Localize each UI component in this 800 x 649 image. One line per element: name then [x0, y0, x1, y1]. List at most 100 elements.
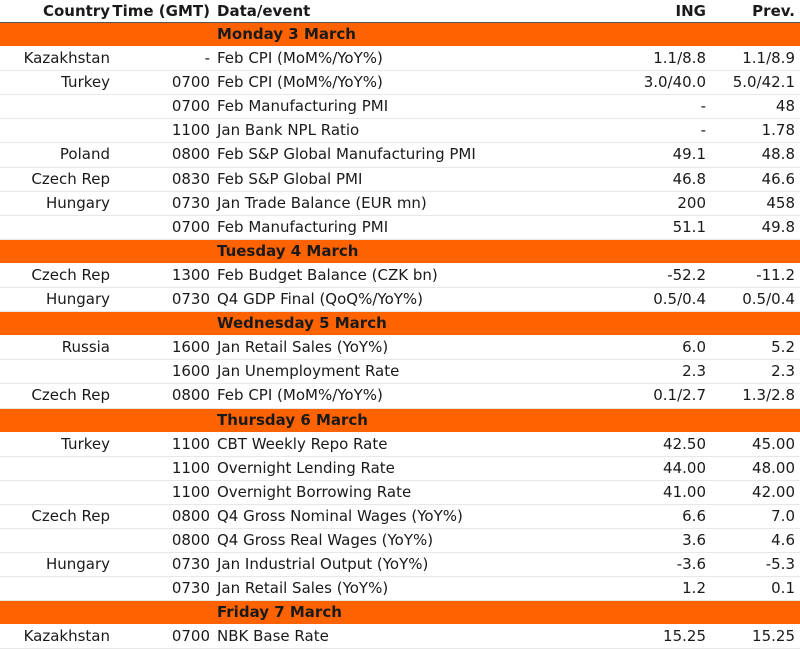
- previous-value-cell: -5.3: [765, 555, 795, 574]
- previous-value-cell: -11.2: [756, 265, 795, 284]
- time-cell: 1100: [171, 482, 210, 501]
- country-cell: Czech Rep: [31, 169, 110, 188]
- event-cell: Feb CPI (MoM%/YoY%): [217, 49, 383, 68]
- country-cell: Hungary: [45, 555, 110, 574]
- table-body: Monday 3 March Kazakhstan - Feb CPI (MoM%/Y…: [0, 23, 800, 649]
- event-cell: Feb CPI (MoM%/YoY%): [217, 386, 383, 405]
- table-row: Hungary 0730 Q4 GDP Final (QoQ%/YoY%) 0.5/0…: [0, 288, 800, 313]
- day-header-row: Thursday 6 March: [0, 408, 800, 433]
- table-row: 0700 Feb Manufacturing PMI 51.1 49.8: [0, 216, 800, 240]
- country-cell: Czech Rep: [31, 265, 110, 284]
- header-ing: ING: [675, 2, 706, 20]
- time-cell: 0730: [171, 290, 210, 309]
- previous-value-cell: 0.5/0.4: [742, 290, 795, 309]
- country-cell: Czech Rep: [31, 506, 110, 525]
- time-cell: 0800: [171, 506, 210, 525]
- day-label: Friday 7 March: [217, 603, 342, 622]
- event-cell: Feb Manufacturing PMI: [217, 97, 389, 116]
- header-time: Time (GMT): [112, 2, 210, 20]
- time-cell: 1600: [171, 362, 210, 381]
- time-cell: 1100: [171, 434, 210, 453]
- time-cell: 0800: [171, 145, 210, 164]
- header-event: Data/event: [217, 2, 311, 20]
- country-cell: Kazakhstan: [23, 627, 110, 646]
- event-cell: Q4 GDP Final (QoQ%/YoY%): [217, 290, 424, 309]
- time-cell: 0830: [171, 169, 210, 188]
- day-header-row: Wednesday 5 March: [0, 312, 800, 337]
- event-cell: Jan Unemployment Rate: [217, 362, 400, 381]
- previous-value-cell: 48.8: [761, 145, 795, 164]
- previous-value-cell: 1.3/2.8: [742, 386, 795, 405]
- ing-forecast-cell: 0.5/0.4: [653, 290, 706, 309]
- table-row: Russia 1600 Jan Retail Sales (YoY%) 6.0 5.2: [0, 336, 800, 361]
- table-row: Hungary 0730 Jan Trade Balance (EUR mn) 200…: [0, 192, 800, 216]
- previous-value-cell: 458: [766, 193, 795, 212]
- country-cell: Hungary: [45, 290, 110, 309]
- country-cell: Czech Rep: [31, 386, 110, 405]
- time-cell: 1600: [171, 338, 210, 357]
- ing-forecast-cell: 2.3: [682, 362, 706, 381]
- event-cell: Feb Budget Balance (CZK bn): [217, 265, 438, 284]
- country-cell: Russia: [61, 338, 110, 357]
- country-cell: Poland: [59, 145, 110, 164]
- ing-forecast-cell: 0.1/2.7: [653, 386, 706, 405]
- previous-value-cell: 48.00: [752, 458, 795, 477]
- ing-forecast-cell: 49.1: [672, 145, 706, 164]
- table-row: Kazakhstan - Feb CPI (MoM%/YoY%) 1.1/8.8 1.1…: [0, 47, 800, 72]
- day-label: Thursday 6 March: [217, 410, 368, 429]
- day-header-row: Monday 3 March: [0, 23, 800, 48]
- event-cell: Feb CPI (MoM%/YoY%): [217, 73, 383, 92]
- ing-forecast-cell: 3.6: [682, 530, 706, 549]
- table-row: Hungary 0730 Jan Industrial Output (YoY%) -…: [0, 553, 800, 578]
- table-row: 1100 Overnight Borrowing Rate 41.00 42.00: [0, 481, 800, 505]
- time-cell: 1100: [171, 121, 210, 140]
- table-row: Kazakhstan 0700 NBK Base Rate 15.25 15.25: [0, 625, 800, 649]
- previous-value-cell: 46.6: [761, 169, 795, 188]
- event-cell: Overnight Borrowing Rate: [217, 482, 412, 501]
- event-cell: Feb S&P Global Manufacturing PMI: [217, 145, 476, 164]
- country-cell: Kazakhstan: [23, 49, 110, 68]
- event-cell: Jan Retail Sales (YoY%): [217, 338, 389, 357]
- time-cell: 0800: [171, 530, 210, 549]
- previous-value-cell: 15.25: [752, 627, 795, 646]
- ing-forecast-cell: 41.00: [663, 482, 706, 501]
- table-row: Czech Rep 0800 Feb CPI (MoM%/YoY%) 0.1/2.7 1…: [0, 384, 800, 409]
- time-cell: 0730: [171, 555, 210, 574]
- time-cell: 1300: [171, 265, 210, 284]
- table-row: Turkey 0700 Feb CPI (MoM%/YoY%) 3.0/40.0 5.0…: [0, 71, 800, 96]
- previous-value-cell: 2.3: [771, 362, 795, 381]
- previous-value-cell: 7.0: [771, 506, 795, 525]
- previous-value-cell: 1.78: [761, 121, 795, 140]
- day-label: Wednesday 5 March: [217, 314, 387, 333]
- time-cell: 1100: [171, 458, 210, 477]
- previous-value-cell: 1.1/8.9: [742, 49, 795, 68]
- time-cell: 0700: [171, 217, 210, 236]
- ing-forecast-cell: -: [700, 97, 706, 116]
- ing-forecast-cell: 1.2: [682, 579, 706, 598]
- event-cell: Feb S&P Global PMI: [217, 169, 363, 188]
- ing-forecast-cell: 51.1: [672, 217, 706, 236]
- country-cell: Turkey: [61, 434, 110, 453]
- event-cell: Q4 Gross Nominal Wages (YoY%): [217, 506, 463, 525]
- ing-forecast-cell: 3.0/40.0: [643, 73, 706, 92]
- event-cell: Feb Manufacturing PMI: [217, 217, 389, 236]
- table-row: 0730 Jan Retail Sales (YoY%) 1.2 0.1: [0, 577, 800, 602]
- ing-forecast-cell: 1.1/8.8: [653, 49, 706, 68]
- table-row: 1600 Jan Unemployment Rate 2.3 2.3: [0, 360, 800, 385]
- event-cell: Jan Bank NPL Ratio: [217, 121, 360, 140]
- event-cell: Overnight Lending Rate: [217, 458, 395, 477]
- ing-forecast-cell: 200: [677, 193, 706, 212]
- table-header: Country Time (GMT) Data/event ING Prev.: [0, 0, 800, 23]
- table-row: Czech Rep 0830 Feb S&P Global PMI 46.8 46.6: [0, 168, 800, 192]
- event-cell: Q4 Gross Real Wages (YoY%): [217, 530, 434, 549]
- ing-forecast-cell: -52.2: [667, 265, 706, 284]
- event-cell: Jan Retail Sales (YoY%): [217, 579, 389, 598]
- day-label: Tuesday 4 March: [217, 241, 359, 260]
- country-cell: Turkey: [61, 73, 110, 92]
- event-cell: NBK Base Rate: [217, 627, 329, 646]
- previous-value-cell: 0.1: [771, 579, 795, 598]
- time-cell: 0730: [171, 579, 210, 598]
- table-row: 1100 Overnight Lending Rate 44.00 48.00: [0, 457, 800, 481]
- table-row: Poland 0800 Feb S&P Global Manufacturing P…: [0, 143, 800, 168]
- time-cell: 0800: [171, 386, 210, 405]
